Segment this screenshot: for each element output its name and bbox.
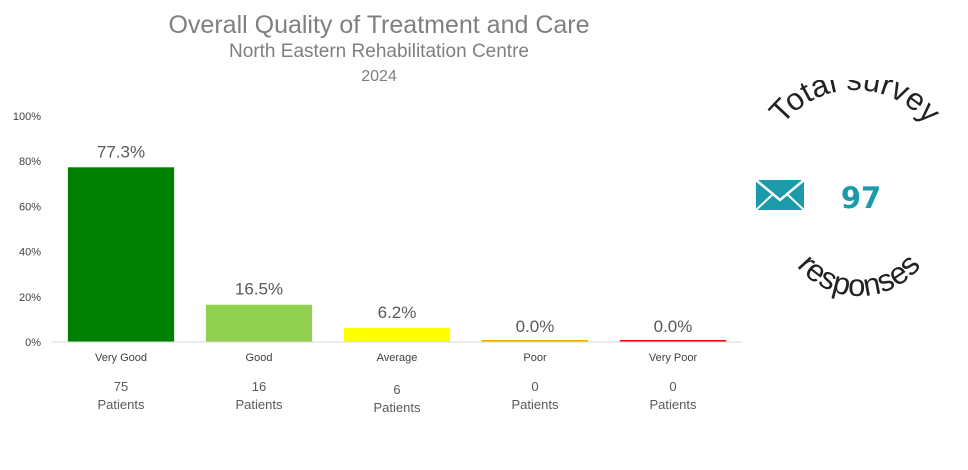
count-label: 16: [252, 379, 266, 394]
bar: [205, 304, 313, 342]
chart-title: Overall Quality of Treatment and Care: [168, 11, 590, 39]
y-tick-label: 80%: [19, 156, 41, 168]
data-label: 6.2%: [378, 303, 417, 322]
count-unit-label: Patients: [236, 397, 283, 412]
x-tick-label: Good: [246, 352, 273, 364]
x-tick-label: Very Good: [95, 352, 147, 364]
count-label: 75: [114, 379, 128, 394]
count-label: 6: [393, 382, 400, 397]
envelope-icon: [755, 179, 805, 211]
y-tick-label: 60%: [19, 201, 41, 213]
count-label: 0: [669, 379, 676, 394]
x-tick-label: Average: [377, 352, 418, 364]
data-label: 0.0%: [516, 317, 555, 336]
survey-badge: Total survey responses 97: [755, 80, 948, 304]
y-tick-label: 0%: [25, 337, 41, 349]
data-label: 0.0%: [654, 317, 693, 336]
bar: [343, 327, 451, 342]
data-label: 77.3%: [97, 142, 145, 161]
survey-count: 97: [841, 181, 881, 215]
count-unit-label: Patients: [374, 400, 421, 415]
x-tick-label: Poor: [523, 352, 547, 364]
bar: [481, 340, 589, 342]
survey-top-text: Total survey: [762, 80, 948, 130]
data-label: 16.5%: [235, 280, 283, 299]
bar: [619, 340, 727, 342]
bar-chart: 0% 20% 40% 60% 80% 100% 77.3% Very Good 75 Patien…: [13, 111, 742, 415]
count-unit-label: Patients: [98, 397, 145, 412]
count-unit-label: Patients: [512, 397, 559, 412]
x-tick-label: Very Poor: [649, 352, 698, 364]
y-tick-label: 40%: [19, 247, 41, 259]
count-unit-label: Patients: [650, 397, 697, 412]
survey-bottom-text: responses: [791, 247, 926, 304]
y-tick-label: 100%: [13, 111, 41, 123]
y-tick-label: 20%: [19, 292, 41, 304]
chart-year: 2024: [361, 68, 397, 85]
count-label: 0: [531, 379, 538, 394]
chart-titles: Overall Quality of Treatment and Care No…: [0, 10, 758, 88]
chart-subtitle: North Eastern Rehabilitation Centre: [229, 41, 529, 62]
bar: [67, 167, 175, 342]
